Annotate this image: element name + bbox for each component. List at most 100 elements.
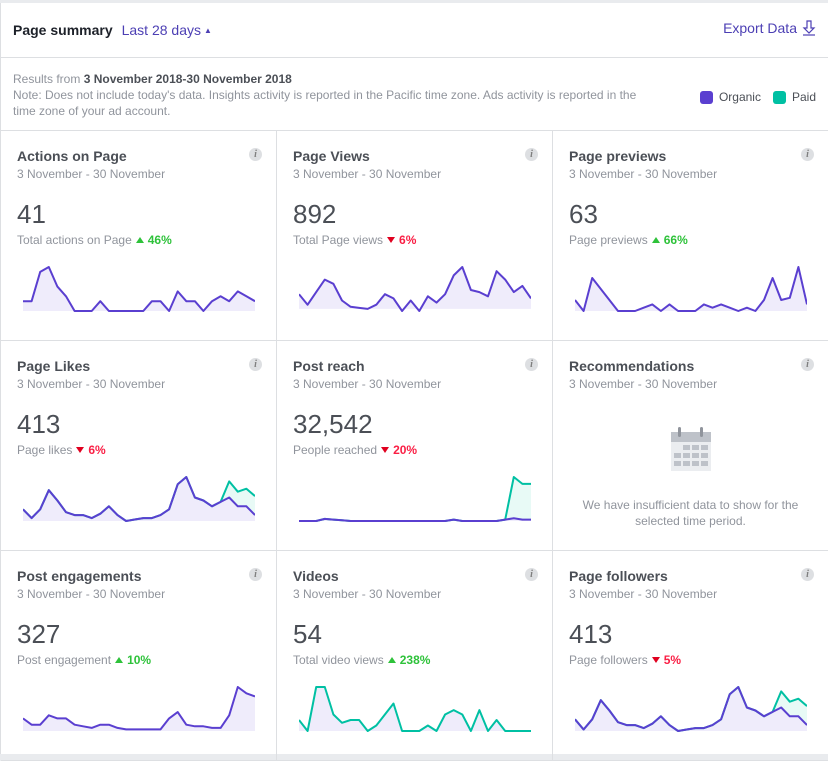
card-date: 3 November - 30 November [17,167,166,181]
card-sublabel: Post engagement [17,653,112,667]
export-data-button[interactable]: Export Data [723,20,816,36]
info-icon[interactable]: i [801,568,814,581]
sparkline-chart [23,266,255,312]
card-page-followers[interactable]: Page followers 3 November - 30 November … [553,551,828,761]
line-organic [23,686,255,731]
area-organic [23,687,255,731]
page-summary-panel: Page summary Last 28 days ▲︎ Export Data … [0,3,828,761]
card-sublabel-row: Page followers 5% [569,653,812,667]
info-icon[interactable]: i [525,358,538,371]
card-sublabel-row: People reached 20% [293,443,536,457]
card-date: 3 November - 30 November [293,587,442,601]
card-change: 238% [399,653,431,667]
sparkline-chart [299,476,531,522]
card-page-likes[interactable]: Page Likes 3 November - 30 November i 41… [1,341,277,551]
trend-down-icon [76,447,85,453]
card-value: 413 [569,619,613,649]
card-value: 41 [17,199,46,229]
info-icon[interactable]: i [525,568,538,581]
card-title: Page followers [569,568,668,584]
legend-paid: Paid [772,89,816,105]
date-range-label: Last 28 days [121,22,201,38]
empty-state: We have insufficient data to show for th… [553,426,828,529]
card-date: 3 November - 30 November [293,377,442,391]
card-actions-on-page[interactable]: Actions on Page 3 November - 30 November… [1,131,277,341]
sparkline-chart [575,686,807,732]
area-organic [299,267,531,311]
card-sublabel: Page previews [569,233,648,247]
page-title: Page summary [13,22,113,38]
line-paid [299,686,531,732]
card-change: 10% [127,653,152,667]
card-change: 46% [147,233,172,247]
sparkline-chart [575,266,807,312]
card-date: 3 November - 30 November [569,377,718,391]
trend-up-icon [651,237,660,243]
line-organic [299,266,531,312]
card-post-engagements[interactable]: Post engagements 3 November - 30 Novembe… [1,551,277,761]
card-sublabel: Total Page views [293,233,384,247]
card-sublabel-row: Page likes 6% [17,443,260,457]
trend-up-icon [387,657,396,663]
sparkline-chart [299,266,531,312]
card-value: 54 [293,619,322,649]
card-recommendations[interactable]: Recommendations 3 November - 30 November… [553,341,828,551]
card-change: 66% [663,233,688,247]
export-data-label: Export Data [723,20,797,36]
card-videos[interactable]: Videos 3 November - 30 November i 54 Tot… [277,551,553,761]
card-post-reach[interactable]: Post reach 3 November - 30 November i 32… [277,341,553,551]
info-icon[interactable]: i [249,358,262,371]
area-paid [299,687,531,731]
card-page-views[interactable]: Page Views 3 November - 30 November i 89… [277,131,553,341]
line-organic [575,266,807,312]
card-change: 20% [393,443,418,457]
card-change: 5% [663,653,682,667]
legend-organic: Organic [699,89,761,105]
card-change: 6% [399,233,417,247]
info-icon[interactable]: i [801,358,814,371]
area-organic [575,267,807,311]
card-date: 3 November - 30 November [569,167,718,181]
card-sublabel: Total video views [293,653,384,667]
info-icon[interactable]: i [249,148,262,161]
card-title: Actions on Page [17,148,127,164]
info-icon[interactable]: i [801,148,814,161]
info-icon[interactable]: i [249,568,262,581]
sparkline-chart [299,686,531,732]
card-sublabel-row: Post engagement 10% [17,653,260,667]
card-sublabel-row: Page previews 66% [569,233,812,247]
line-organic [23,476,255,522]
card-date: 3 November - 30 November [569,587,718,601]
card-sublabel: Page likes [17,443,73,457]
card-page-previews[interactable]: Page previews 3 November - 30 November i… [553,131,828,341]
results-range: 3 November 2018-30 November 2018 [83,72,292,86]
legend-paid-label: Paid [791,90,816,104]
line-organic [299,517,531,522]
card-title: Page Views [293,148,370,164]
card-date: 3 November - 30 November [17,377,166,391]
empty-message: We have insufficient data to show for th… [582,498,799,528]
metrics-grid: Actions on Page 3 November - 30 November… [1,131,828,761]
area-organic [23,477,255,521]
date-range-selector[interactable]: Last 28 days ▲︎ [122,22,212,38]
card-title: Post reach [293,358,365,374]
line-organic [575,686,807,732]
card-title: Page previews [569,148,667,164]
trend-up-icon [115,657,124,663]
card-sublabel-row: Total video views 238% [293,653,536,667]
sort-arrows-icon: ▲︎ [204,26,212,35]
sparkline-chart [23,686,255,731]
calendar-icon [670,427,711,471]
area-organic [575,687,807,731]
info-icon[interactable]: i [525,148,538,161]
download-icon [802,20,816,36]
line-paid [299,476,531,522]
card-title: Recommendations [569,358,695,374]
card-date: 3 November - 30 November [293,167,442,181]
card-sublabel-row: Total Page views 6% [293,233,536,247]
card-value: 63 [569,199,598,229]
legend-organic-label: Organic [718,90,761,104]
card-value: 32,542 [293,409,373,439]
results-notice: Results from 3 November 2018-30 November… [1,58,828,131]
card-date: 3 November - 30 November [17,587,166,601]
